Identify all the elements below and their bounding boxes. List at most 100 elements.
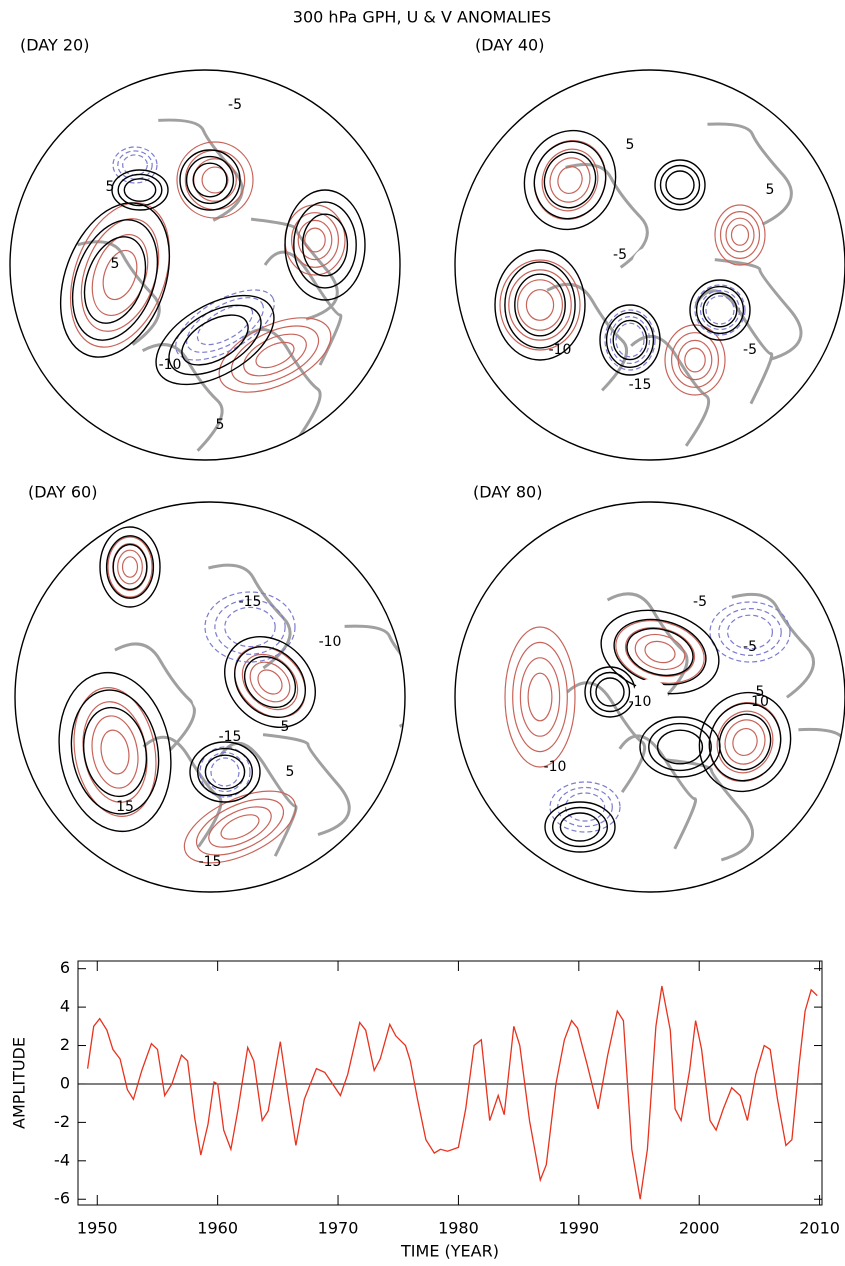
negative-contour [175, 289, 275, 361]
positive-contour [732, 727, 758, 757]
coastline [158, 118, 244, 222]
streamline [105, 535, 155, 599]
positive-contour [208, 806, 272, 848]
streamline [718, 713, 772, 771]
positive-contour [708, 701, 782, 783]
negative-contour [694, 284, 746, 336]
streamline [689, 279, 751, 341]
coastline [208, 563, 292, 670]
coastline [114, 642, 196, 752]
coastline [565, 163, 649, 269]
streamline [168, 304, 262, 376]
positive-contour [557, 165, 583, 195]
y-axis-label: AMPLITUDE [10, 1037, 29, 1129]
contour-label: 5 [766, 182, 775, 198]
map-panels: (DAY 20) 5 -5 -10 5 5 (DAY 40) 5 5 -10 -15 -5 -5 (DAY… [9, 36, 845, 893]
streamline [71, 219, 159, 341]
streamline [58, 671, 172, 833]
negative-contour [726, 614, 773, 650]
streamline [552, 806, 609, 848]
streamline [233, 645, 307, 719]
positive-contour [724, 719, 766, 765]
streamline [99, 526, 161, 608]
positive-contour [644, 640, 676, 664]
positive-contour [304, 227, 326, 253]
x-tick-label: 1960 [197, 1219, 238, 1238]
y-tick-label: 0 [60, 1073, 70, 1092]
streamline [543, 151, 597, 209]
x-tick-label: 1990 [558, 1219, 599, 1238]
streamline [243, 655, 297, 709]
contour-label: 5 [111, 256, 120, 272]
positive-contour [624, 627, 696, 677]
negative-contour [604, 309, 656, 371]
contour-label: -5 [743, 342, 757, 358]
streamline [544, 801, 616, 853]
positive-contour [684, 347, 706, 373]
positive-contour [117, 549, 143, 585]
map-content [58, 526, 405, 864]
positive-contour [519, 657, 561, 737]
streamline [695, 285, 745, 335]
streamline [523, 129, 617, 231]
contour-label: -5 [743, 639, 757, 655]
negative-contour [210, 757, 240, 787]
negative-contour [204, 591, 296, 663]
contour-label: -15 [629, 377, 652, 393]
negative-contour [609, 316, 651, 365]
streamline [612, 319, 648, 361]
contour-label: 5 [216, 417, 225, 433]
streamline [301, 213, 349, 277]
coastline [141, 343, 224, 452]
plot-frame [77, 960, 823, 1206]
streamline [595, 677, 625, 707]
x-tick-label: 2000 [679, 1219, 720, 1238]
contour-label: -10 [159, 357, 182, 373]
pole-hole [187, 247, 223, 283]
x-tick-label: 1970 [318, 1219, 359, 1238]
streamline [654, 159, 706, 211]
contour-label: 5 [626, 137, 635, 153]
contour-label: 5 [106, 179, 115, 195]
positive-contour [716, 710, 774, 774]
panel-label: (DAY 80) [473, 483, 542, 502]
map-panel: (DAY 60) -15 -10 5 5 -15 15 -15 [14, 483, 406, 893]
positive-contour [508, 269, 572, 341]
streamline [504, 261, 576, 349]
contour-label: -5 [613, 247, 627, 263]
map-border [454, 69, 845, 461]
positive-contour [719, 211, 761, 260]
y-tick-label: 6 [60, 958, 70, 977]
positive-contour [714, 204, 766, 266]
positive-contour [102, 249, 138, 301]
coastline [250, 217, 339, 321]
positive-contour [533, 139, 607, 221]
time-series: -6 -4 -2 0 2 4 6 1950 1960 1970 1980 1990 2000 2010 TI… [10, 958, 840, 1260]
positive-contour [634, 633, 686, 671]
streamline [189, 741, 261, 803]
streamline [533, 140, 607, 220]
figure-title: 300 hPa GPH, U & V ANOMALIES [293, 8, 551, 27]
streamline [82, 706, 148, 798]
contour-label: -10 [549, 342, 572, 358]
coastline [618, 734, 697, 850]
panel-label: (DAY 60) [28, 483, 97, 502]
streamline [123, 178, 157, 202]
positive-contour [230, 325, 320, 385]
streamline [584, 666, 636, 718]
negative-contour [699, 289, 741, 331]
contour-label: 5 [286, 764, 295, 780]
streamline [70, 689, 160, 815]
panel-label: (DAY 40) [475, 36, 544, 55]
negative-contour [705, 295, 735, 325]
coastline [241, 328, 322, 440]
contour-label: -15 [199, 854, 222, 870]
panel-label: (DAY 20) [20, 36, 89, 55]
positive-contour [201, 166, 229, 194]
coastline [263, 250, 343, 366]
contour-label: -15 [239, 594, 262, 610]
contour-label: 15 [116, 799, 134, 815]
streamline [155, 294, 275, 386]
positive-contour [107, 536, 153, 598]
